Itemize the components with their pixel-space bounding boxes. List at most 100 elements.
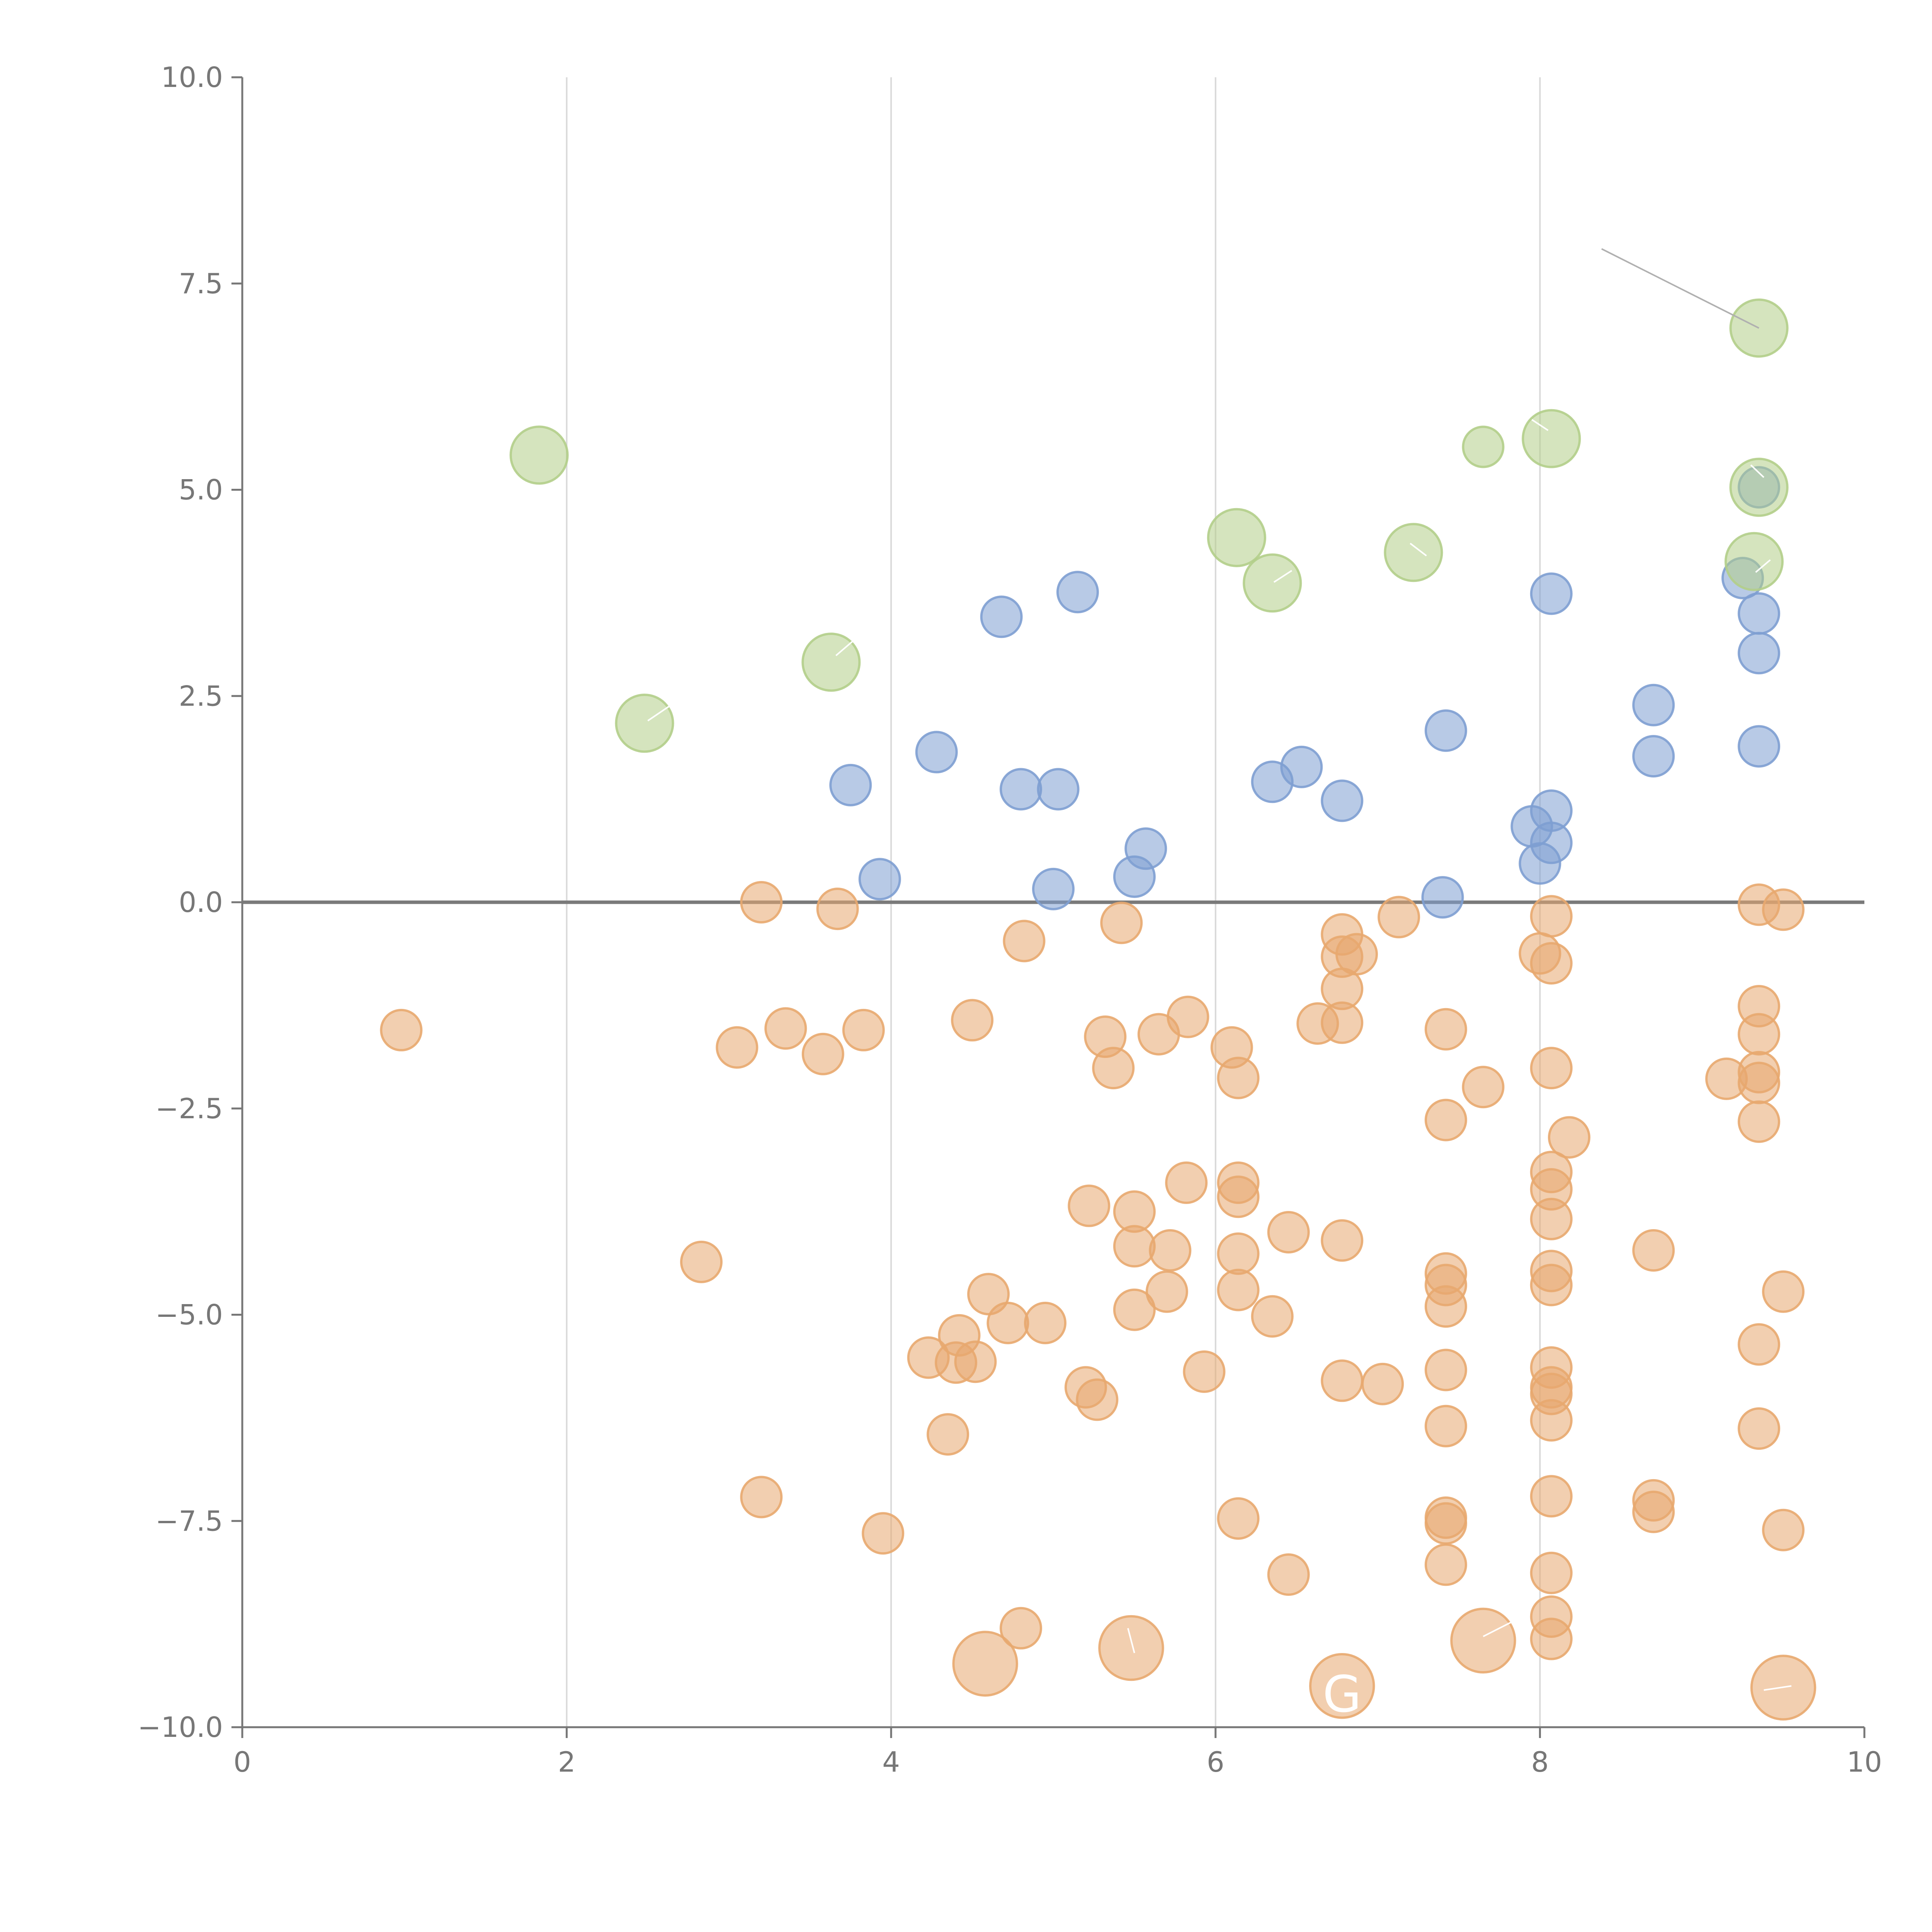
bubble-blue: [1738, 632, 1781, 675]
bubble-green: [1729, 457, 1789, 517]
leader-line: [1410, 543, 1427, 556]
y-tick-label: 10.0: [161, 61, 223, 94]
bubble-orange: [1003, 920, 1046, 963]
bubble-orange: [1167, 995, 1209, 1038]
leader-line: [1127, 1628, 1135, 1653]
bubble-orange: [1217, 1269, 1260, 1311]
bubble-orange: [716, 1026, 759, 1069]
y-tick-label: −7.5: [155, 1505, 223, 1537]
series-orange: [380, 881, 1816, 1721]
bubble-orange: [1738, 1323, 1781, 1366]
leader-line: [1764, 1685, 1792, 1691]
bubble-orange: [1424, 1349, 1467, 1391]
annotations: G: [1323, 1665, 1362, 1724]
bubble-orange: [1424, 1543, 1467, 1586]
bubble-orange: [1321, 1359, 1364, 1402]
bubble-orange: [1462, 1066, 1505, 1109]
bubble-blue: [1530, 789, 1573, 832]
bubble-orange: [1149, 1229, 1192, 1272]
bubble-orange: [1424, 1008, 1467, 1051]
bubble-green: [1462, 425, 1505, 468]
bubble-green: [1724, 532, 1784, 591]
bubble-orange: [816, 888, 859, 930]
y-tick-label: 5.0: [179, 474, 223, 506]
bubble-orange: [1309, 1653, 1375, 1719]
bubble-blue: [1056, 571, 1099, 614]
bubble-green: [509, 425, 569, 485]
leader-line: [1750, 464, 1765, 478]
bubble-blue: [1000, 768, 1043, 811]
bubble-orange: [986, 1301, 1029, 1344]
bubble-annotation: G: [1323, 1665, 1362, 1724]
bubble-orange: [1530, 1264, 1573, 1306]
bubble-blue: [1632, 735, 1675, 778]
bubble-orange: [1530, 1047, 1573, 1090]
bubble-orange: [1113, 1225, 1156, 1268]
bubble-blue: [1421, 876, 1464, 919]
bubble-orange: [1321, 1001, 1364, 1044]
bubble-orange: [1530, 1475, 1573, 1518]
y-tick-label: 0.0: [179, 886, 223, 918]
bubble-orange: [1217, 1056, 1260, 1099]
axes: −10.0 −7.5 −5.0 −2.5 0.0 2.5 5.0 7.5 10.0 0 2 4 6 8 10: [138, 61, 1882, 1778]
bubble-orange: [1217, 1497, 1260, 1540]
bubble-orange: [1335, 933, 1378, 976]
bubble-orange: [1076, 1378, 1119, 1421]
bubble-orange: [1530, 942, 1573, 985]
bubble-blue: [915, 731, 958, 774]
bubble-orange: [1762, 888, 1805, 931]
bubble-orange: [1424, 1099, 1467, 1141]
bubble-green: [615, 694, 674, 753]
bubble-orange: [764, 1007, 807, 1050]
leader-line: [1755, 559, 1771, 573]
bubble-blue: [829, 764, 872, 806]
bubble-orange: [1321, 1219, 1364, 1262]
bubble-orange: [954, 1340, 997, 1383]
bubble-blue: [1738, 725, 1781, 768]
bubble-orange: [1632, 1229, 1675, 1272]
bubble-orange: [740, 881, 783, 923]
bubble-orange: [1100, 901, 1143, 944]
bubble-orange: [951, 999, 994, 1042]
bubble-orange: [1183, 1350, 1226, 1393]
leader-line: [1531, 419, 1549, 431]
bubble-blue: [980, 595, 1023, 638]
bubble-green: [1384, 523, 1443, 582]
bubble-orange: [1450, 1607, 1516, 1674]
y-tick-label: −10.0: [138, 1711, 223, 1743]
bubble-orange: [1424, 1405, 1467, 1447]
bubble-blue: [1321, 779, 1364, 822]
bubble-orange: [1361, 1362, 1404, 1405]
bubble-orange: [1762, 1270, 1805, 1313]
bubble-orange: [1068, 1184, 1111, 1227]
x-tick-label: 10: [1847, 1746, 1882, 1778]
bubble-orange: [1738, 1061, 1781, 1104]
bubble-green: [1243, 553, 1302, 613]
bubble-blue: [858, 858, 901, 901]
bubble-blue: [1424, 709, 1467, 752]
y-tick-label: 7.5: [179, 267, 223, 300]
x-tick-label: 8: [1531, 1746, 1549, 1778]
bubble-orange: [680, 1240, 723, 1283]
bubble-blue: [1530, 572, 1573, 615]
bubble-orange: [380, 1009, 423, 1051]
bubble-orange: [842, 1009, 885, 1051]
y-tick-label: −5.0: [155, 1299, 223, 1331]
bubble-blue: [1032, 867, 1075, 910]
series-blue: [829, 466, 1781, 919]
bubble-orange: [1530, 1617, 1573, 1660]
bubble-orange: [1024, 1301, 1067, 1344]
bubble-orange: [1738, 1013, 1781, 1056]
x-tick-label: 6: [1207, 1746, 1225, 1778]
bubble-blue: [1037, 768, 1080, 811]
leader-line: [1273, 570, 1293, 583]
bubble-orange: [1098, 1615, 1164, 1681]
bubble-orange: [1217, 1232, 1260, 1275]
bubble-orange: [1267, 1211, 1310, 1253]
bubble-blue: [1632, 684, 1675, 726]
bubble-orange: [1530, 895, 1573, 938]
bubble-orange: [1092, 1047, 1135, 1090]
bubble-orange: [1145, 1270, 1188, 1313]
y-tick-label: 2.5: [179, 680, 223, 712]
